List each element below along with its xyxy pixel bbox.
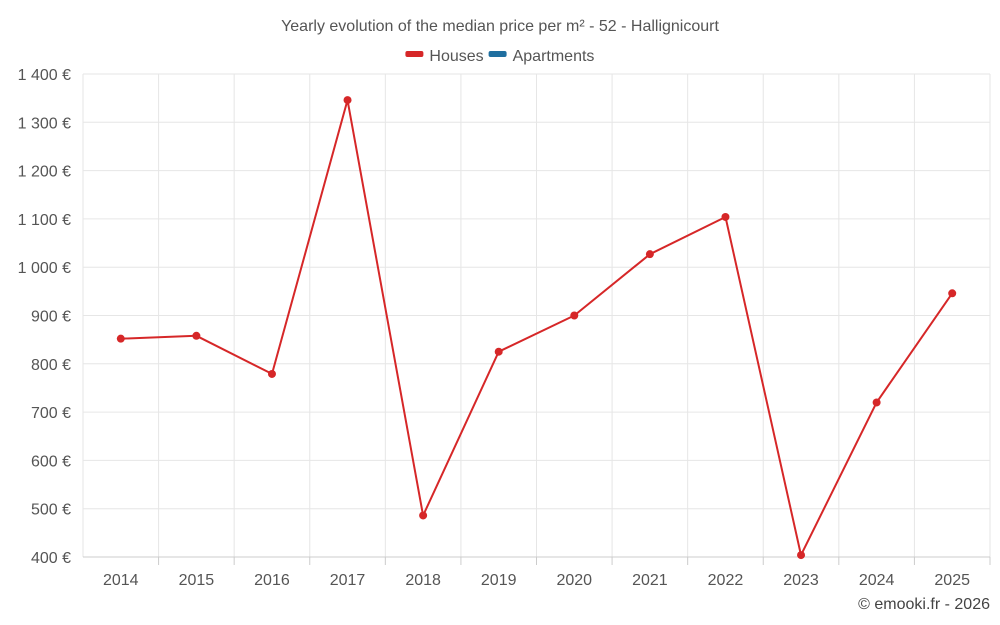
x-tick-label: 2024 <box>859 572 895 589</box>
series-layer <box>116 96 957 560</box>
data-point[interactable] <box>267 369 276 378</box>
series-line-houses <box>120 99 954 557</box>
y-tick-label: 1 200 € <box>18 164 71 181</box>
x-axis: 2014 2015 2016 2017 2018 2019 2020 2021 2022 2023… <box>103 557 991 589</box>
y-tick-label: 1 100 € <box>18 212 71 229</box>
chart-title: Yearly evolution of the median price per… <box>281 18 719 35</box>
x-tick-label: 2025 <box>934 572 970 589</box>
data-point[interactable] <box>343 96 352 105</box>
x-tick-label: 2015 <box>179 572 215 589</box>
x-tick-label: 2023 <box>783 572 819 589</box>
y-tick-label: 1 300 € <box>18 115 71 132</box>
x-tick-label: 2022 <box>708 572 744 589</box>
x-tick-label: 2014 <box>103 572 139 589</box>
x-tick-label: 2016 <box>254 572 290 589</box>
data-point[interactable] <box>797 551 806 560</box>
x-tick-label: 2021 <box>632 572 668 589</box>
y-tick-label: 500 € <box>31 502 71 519</box>
y-tick-label: 700 € <box>31 405 71 422</box>
data-point[interactable] <box>494 347 503 356</box>
x-tick-label: 2017 <box>330 572 366 589</box>
y-tick-label: 400 € <box>31 550 71 567</box>
legend-label-houses[interactable]: Houses <box>429 48 483 65</box>
x-tick-label: 2018 <box>405 572 441 589</box>
y-tick-label: 900 € <box>31 309 71 326</box>
data-point[interactable] <box>872 398 881 407</box>
data-point[interactable] <box>116 334 125 343</box>
y-tick-label: 600 € <box>31 453 71 470</box>
x-tick-label: 2020 <box>556 572 592 589</box>
data-point[interactable] <box>948 289 957 298</box>
y-tick-label: 1 000 € <box>18 260 71 277</box>
data-point[interactable] <box>645 250 654 259</box>
grid <box>82 73 991 558</box>
y-tick-label: 1 400 € <box>18 67 71 84</box>
y-tick-label: 800 € <box>31 357 71 374</box>
data-point[interactable] <box>721 212 730 221</box>
x-tick-label: 2019 <box>481 572 517 589</box>
legend-label-apartments[interactable]: Apartments <box>513 48 595 65</box>
legend: Houses Apartments <box>405 48 594 65</box>
y-axis: 400 € 500 € 600 € 700 € 800 € 900 € 1 000 € 1 1… <box>18 67 71 567</box>
data-point[interactable] <box>192 331 201 340</box>
legend-swatch-houses[interactable] <box>405 51 424 57</box>
legend-swatch-apartments[interactable] <box>488 51 507 57</box>
data-point[interactable] <box>570 311 579 320</box>
data-point[interactable] <box>419 511 428 520</box>
credit: © emooki.fr - 2026 <box>858 596 990 613</box>
